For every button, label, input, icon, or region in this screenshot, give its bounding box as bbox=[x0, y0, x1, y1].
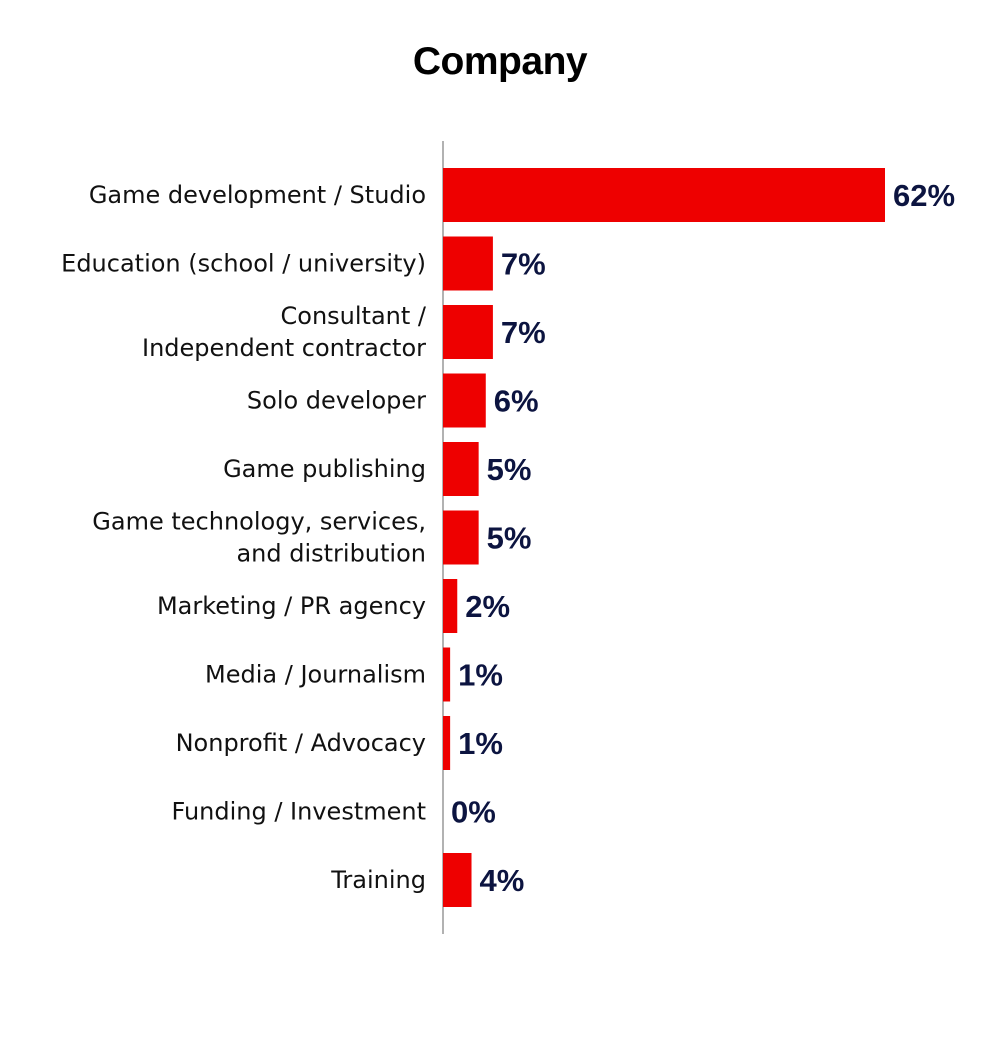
category-label: Media / Journalism bbox=[205, 661, 426, 689]
category-label: Game development / Studio bbox=[89, 181, 426, 209]
bar bbox=[443, 305, 493, 359]
bar bbox=[443, 510, 479, 565]
category-label: Consultant / Independent contractor bbox=[142, 302, 427, 362]
bar bbox=[443, 579, 458, 633]
category-label: Game technology, services, and distributi… bbox=[92, 508, 426, 568]
bar bbox=[443, 168, 885, 222]
category-label: Education (school / university) bbox=[61, 250, 426, 278]
bar bbox=[443, 647, 451, 702]
bar bbox=[443, 853, 472, 907]
bar bbox=[443, 716, 451, 770]
value-label: 5% bbox=[487, 521, 532, 556]
value-label: 7% bbox=[501, 315, 546, 350]
value-label: 62% bbox=[893, 178, 955, 213]
value-label: 1% bbox=[458, 658, 503, 693]
value-label: 2% bbox=[465, 589, 510, 624]
value-label: 4% bbox=[480, 863, 525, 898]
category-label: Nonprofit / Advocacy bbox=[176, 729, 426, 757]
category-label: Solo developer bbox=[247, 387, 426, 415]
value-label: 6% bbox=[494, 384, 539, 419]
chart-title: Company bbox=[412, 40, 588, 83]
value-label: 5% bbox=[487, 452, 532, 487]
category-label: Marketing / PR agency bbox=[157, 592, 426, 620]
category-label: Training bbox=[330, 866, 426, 894]
bar bbox=[443, 373, 486, 428]
value-label: 1% bbox=[458, 726, 503, 761]
bar bbox=[443, 442, 479, 496]
category-label: Game publishing bbox=[223, 455, 426, 483]
bar bbox=[443, 236, 493, 291]
value-label: 0% bbox=[451, 795, 496, 830]
category-label: Funding / Investment bbox=[171, 798, 426, 826]
value-label: 7% bbox=[501, 247, 546, 282]
